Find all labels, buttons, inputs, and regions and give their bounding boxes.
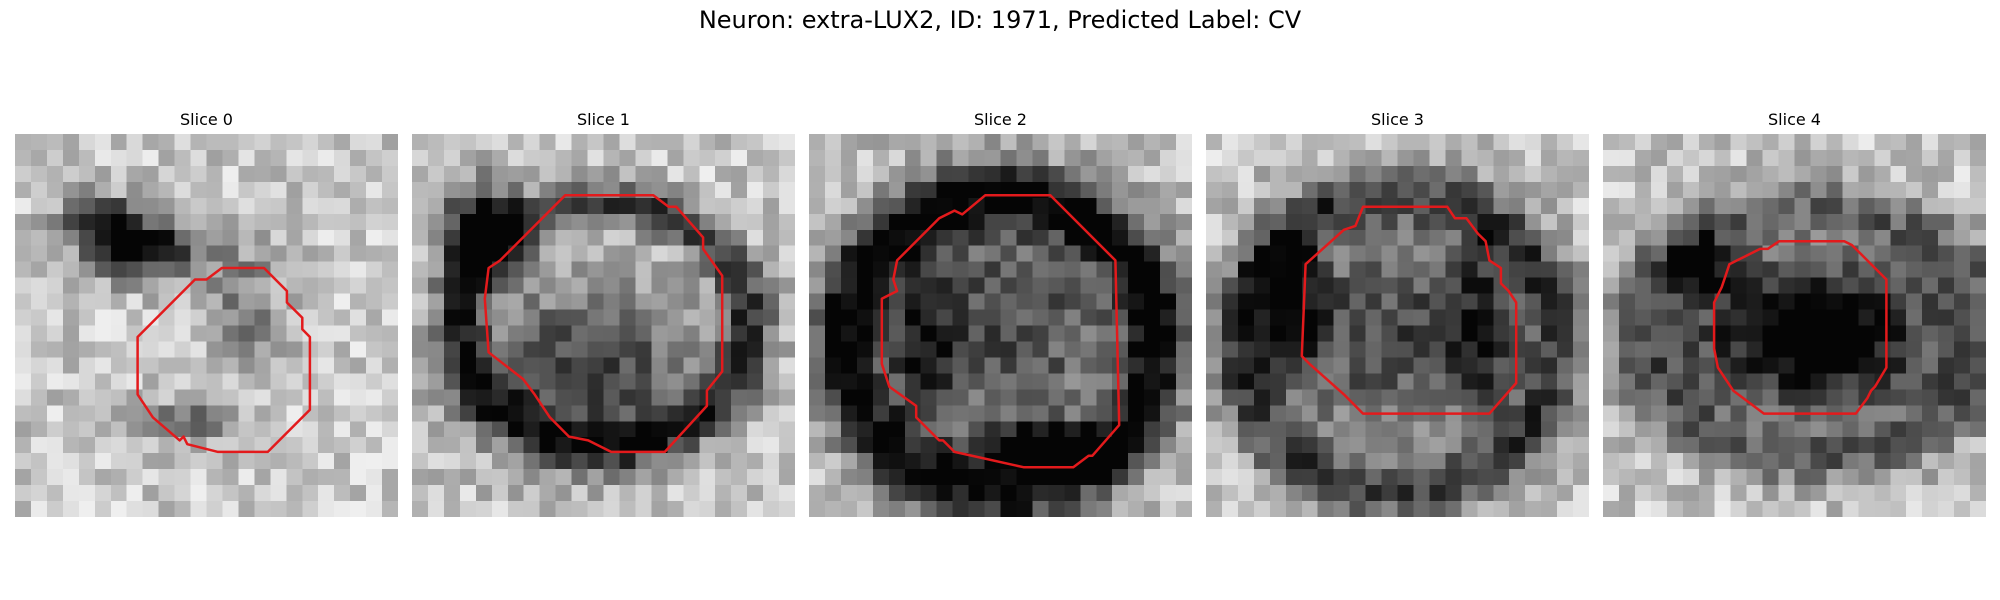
segmentation-contour	[136, 266, 312, 454]
panel-title: Slice 2	[974, 110, 1027, 129]
grayscale-patch	[412, 134, 795, 517]
segmentation-contour	[1300, 205, 1518, 415]
contour-overlay	[136, 266, 312, 454]
panel-slice-0: Slice 0	[15, 110, 398, 517]
slice-image	[809, 134, 1192, 517]
segmentation-contour	[1712, 239, 1888, 415]
slice-image	[1603, 134, 1986, 517]
contour-overlay	[483, 194, 724, 454]
segmentation-contour	[880, 194, 1121, 469]
contour-overlay	[880, 194, 1121, 469]
panel-title: Slice 3	[1371, 110, 1424, 129]
slice-image	[15, 134, 398, 517]
grayscale-patch	[809, 134, 1192, 517]
grayscale-patch	[15, 134, 398, 517]
contour-overlay	[1300, 205, 1518, 415]
panel-title: Slice 4	[1768, 110, 1821, 129]
figure-title: Neuron: extra-LUX2, ID: 1971, Predicted …	[698, 6, 1302, 34]
contour-overlay	[1712, 239, 1888, 415]
slice-image	[412, 134, 795, 517]
panel-slice-1: Slice 1	[412, 110, 795, 517]
panel-slice-3: Slice 3	[1206, 110, 1589, 517]
panel-title: Slice 0	[180, 110, 233, 129]
panel-slice-2: Slice 2	[809, 110, 1192, 517]
slice-image	[1206, 134, 1589, 517]
grayscale-patch	[1206, 134, 1589, 517]
segmentation-contour	[483, 194, 724, 454]
panel-title: Slice 1	[577, 110, 630, 129]
panel-slice-4: Slice 4	[1603, 110, 1986, 517]
